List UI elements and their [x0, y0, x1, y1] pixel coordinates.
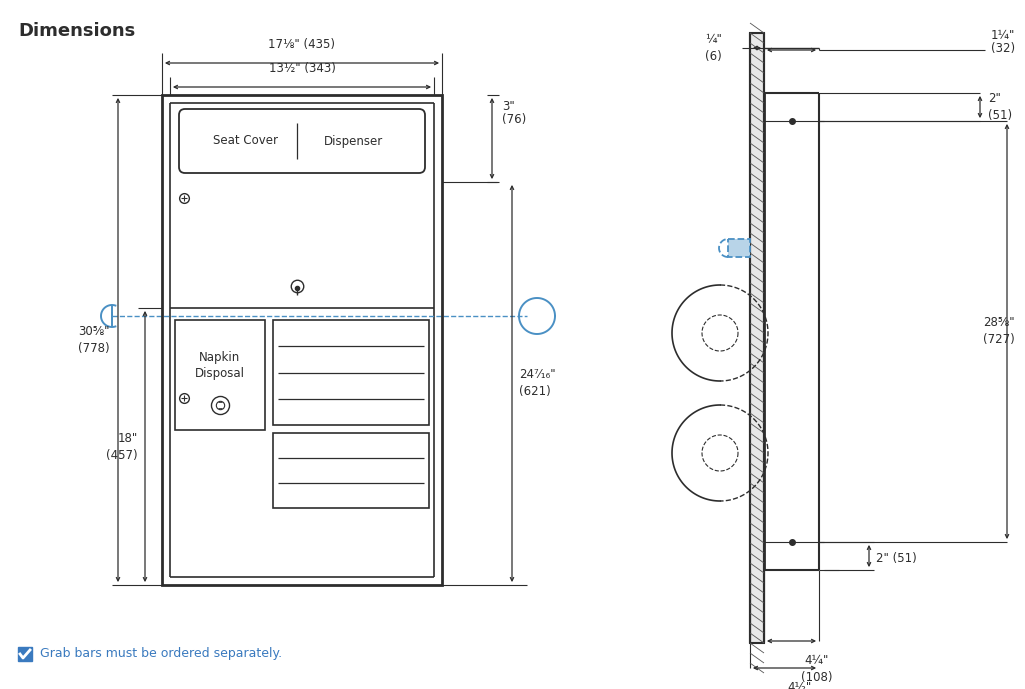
- Bar: [162, 95, 442, 585]
- Text: Seat Cover: Seat Cover: [213, 134, 279, 147]
- Text: 2" (51): 2" (51): [876, 552, 916, 565]
- Text: ¼"
(6): ¼" (6): [705, 33, 722, 63]
- Bar: [728, 239, 750, 257]
- Text: 30⅝"
(778): 30⅝" (778): [78, 325, 110, 355]
- Bar: [750, 33, 764, 643]
- Text: Grab bars must be ordered separately.: Grab bars must be ordered separately.: [40, 648, 282, 661]
- Text: (32): (32): [991, 42, 1015, 55]
- Text: Napkin: Napkin: [200, 351, 241, 364]
- Text: 18"
(457): 18" (457): [107, 431, 138, 462]
- Text: (76): (76): [502, 113, 526, 126]
- Text: 24⁷⁄₁₆"
(621): 24⁷⁄₁₆" (621): [519, 369, 556, 398]
- Text: 13½" (343): 13½" (343): [269, 62, 335, 75]
- Text: 4½"
(114): 4½" (114): [784, 681, 815, 689]
- Bar: [175, 320, 265, 430]
- Text: 1¼": 1¼": [990, 29, 1015, 42]
- Text: 2"
(51): 2" (51): [988, 92, 1012, 122]
- Text: 3": 3": [502, 100, 515, 113]
- Text: Dispenser: Dispenser: [324, 134, 383, 147]
- Text: Dimensions: Dimensions: [18, 22, 135, 40]
- Text: 17⅛" (435): 17⅛" (435): [269, 38, 335, 51]
- Text: 4¼"
(108): 4¼" (108): [801, 654, 832, 684]
- Text: Disposal: Disposal: [195, 367, 245, 380]
- Text: 28⅝"
(727): 28⅝" (727): [983, 316, 1015, 347]
- Bar: [18, 647, 32, 661]
- Bar: [273, 320, 429, 425]
- Bar: [273, 433, 429, 508]
